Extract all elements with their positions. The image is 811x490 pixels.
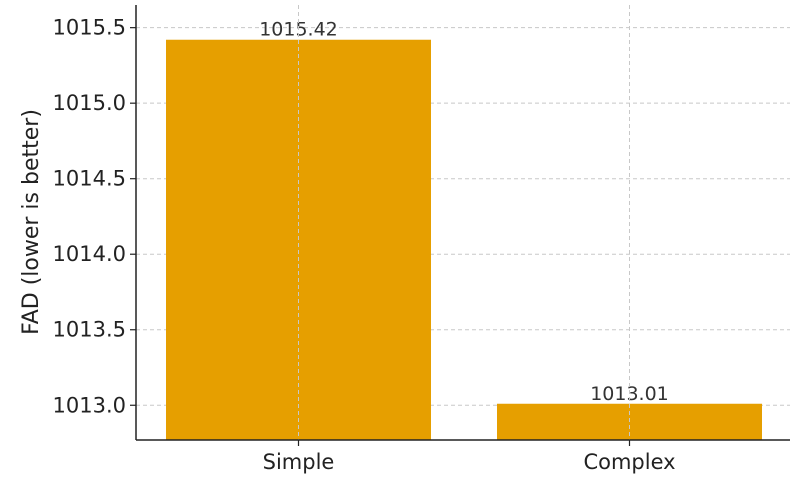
axes: 1013.0 1013.5 1014.0 1014.5 1015.0 1015.5 Simp… [53,5,790,474]
y-tick-label: 1015.5 [53,16,126,40]
x-tick-label: Complex [583,450,675,474]
x-tick-label: Simple [263,450,335,474]
y-tick-label: 1013.0 [53,393,126,417]
y-tick-label: 1013.5 [53,318,126,342]
y-tick-label: 1014.5 [53,167,126,191]
y-tick-label: 1015.0 [53,91,126,115]
y-tick-label: 1014.0 [53,242,126,266]
y-axis-label: FAD (lower is better) [19,109,44,335]
